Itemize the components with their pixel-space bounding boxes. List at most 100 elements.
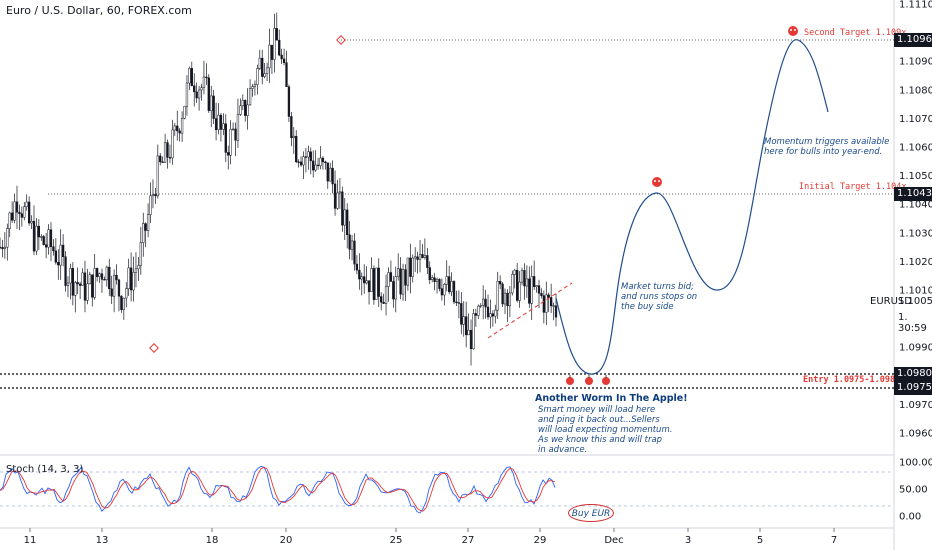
price-tick-label: 1.10100	[899, 286, 932, 297]
candle-body	[532, 276, 536, 287]
candle-body	[353, 240, 356, 265]
candle-body	[549, 297, 553, 307]
candle-body	[205, 76, 208, 79]
candle-body	[78, 283, 82, 286]
candle-body	[282, 58, 286, 63]
candle-body	[448, 276, 451, 293]
candle-body	[54, 250, 57, 263]
worm-line: As we know this and will trap	[538, 435, 663, 445]
worm-title: Another Worm In The Apple!	[535, 393, 688, 404]
candle-body	[44, 244, 48, 248]
candle-body	[423, 255, 427, 258]
candle-body	[496, 281, 499, 311]
candle-body	[431, 277, 434, 281]
time-tick-label: 7	[831, 535, 837, 546]
candle-body	[394, 276, 397, 300]
candle-body	[285, 62, 288, 87]
candle-body	[455, 301, 458, 303]
candle-body	[178, 130, 181, 134]
candle-body	[241, 100, 244, 107]
candle-body	[185, 82, 189, 107]
candle-body	[489, 313, 492, 318]
price-tick-label: 1.11100	[899, 0, 932, 11]
candle-body	[112, 274, 116, 297]
candle-body	[319, 157, 322, 167]
candle-body	[520, 270, 524, 283]
candle-body	[93, 268, 96, 298]
candle-body	[414, 256, 417, 259]
candle-body	[224, 123, 227, 153]
candle-body	[42, 236, 45, 245]
candle-body	[59, 244, 62, 266]
candle-body	[554, 305, 558, 318]
symbol-price: 1.10056	[898, 296, 932, 307]
candle-body	[537, 285, 541, 294]
candle-body	[314, 164, 317, 171]
worm-line: will load expecting momentum.	[538, 425, 673, 435]
candle-body	[467, 329, 470, 336]
candle-body	[375, 267, 378, 300]
candle-body	[105, 266, 108, 281]
candle-body	[52, 246, 55, 252]
candle-body	[144, 223, 147, 231]
candle-body	[265, 67, 269, 74]
candle-body	[501, 283, 504, 305]
candle-body	[506, 292, 509, 307]
candle-body	[159, 155, 162, 163]
candle-body	[251, 86, 254, 89]
candle-body	[214, 118, 218, 130]
candle-body	[460, 303, 463, 325]
candle-body	[253, 84, 257, 87]
trendline	[487, 282, 573, 339]
candle-body	[76, 282, 79, 285]
candle-body	[479, 305, 482, 307]
time-tick-label: 25	[390, 535, 403, 546]
candle-body	[219, 114, 223, 130]
candle-body	[389, 272, 393, 282]
candle-body	[350, 240, 354, 250]
target-devil-icon	[788, 26, 798, 36]
candle-body	[358, 269, 361, 280]
candle-body	[503, 292, 507, 305]
candle-body	[239, 105, 242, 115]
candle-body	[399, 268, 402, 295]
market-note: Market turns bid; and runs stops on the …	[621, 282, 697, 312]
price-tick-label: 1.10300	[899, 228, 932, 239]
candle-body	[516, 269, 519, 301]
candle-body	[343, 209, 346, 226]
candle-body	[511, 274, 514, 294]
candle-body	[1, 247, 4, 249]
candle-body	[13, 201, 16, 221]
candle-body	[246, 104, 249, 116]
candle-body	[207, 77, 210, 111]
candle-body	[387, 272, 390, 287]
candle-body	[392, 281, 395, 300]
candle-body	[163, 142, 167, 163]
candle-body	[227, 152, 230, 156]
candle-body	[231, 128, 235, 131]
candle-body	[83, 272, 87, 301]
candle-body	[355, 263, 359, 271]
candle-body	[411, 257, 414, 277]
time-tick-label: 27	[462, 535, 475, 546]
candle-body	[290, 116, 293, 138]
candle-body	[154, 194, 157, 197]
candle-body	[275, 28, 278, 41]
market-line: Market turns bid;	[621, 282, 694, 292]
candle-body	[384, 286, 388, 304]
candle-body	[23, 206, 26, 218]
candle-body	[256, 68, 259, 85]
time-tick-label: 11	[24, 535, 37, 546]
candle-body	[117, 279, 121, 297]
candle-body	[401, 269, 405, 295]
candle-body	[88, 274, 91, 285]
candle-body	[156, 155, 159, 197]
candle-body	[518, 281, 521, 301]
candle-body	[168, 157, 172, 159]
candle-body	[6, 228, 9, 248]
candle-body	[18, 211, 21, 214]
candle-body	[547, 294, 550, 298]
candle-body	[258, 57, 261, 69]
